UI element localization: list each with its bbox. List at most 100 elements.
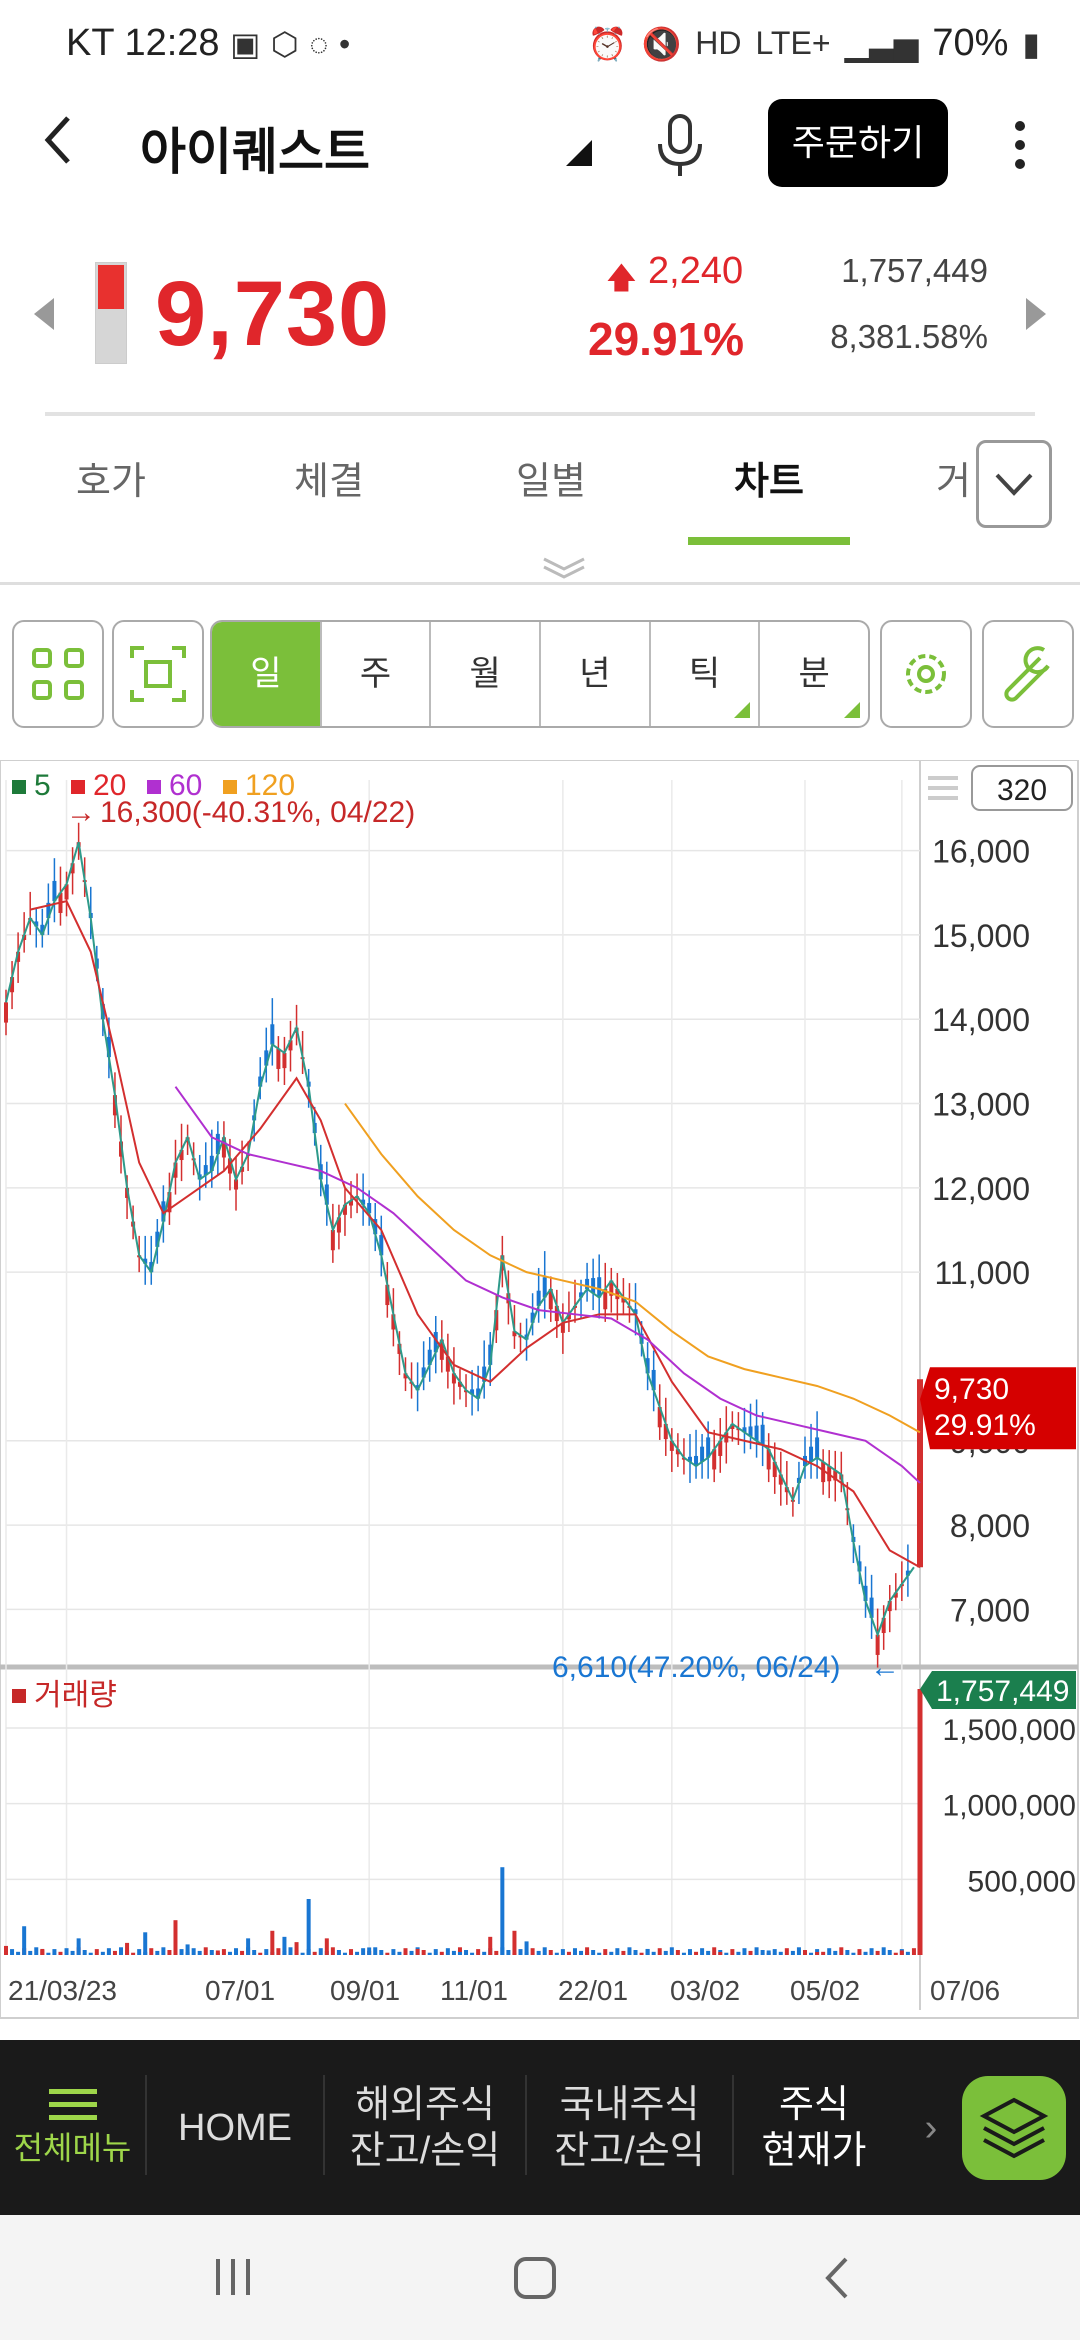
- period-month[interactable]: 월: [431, 622, 542, 726]
- volume-bar: [40, 1948, 45, 1955]
- volume-bar: [609, 1951, 614, 1955]
- candle-body: [566, 1314, 571, 1320]
- mic-button[interactable]: [650, 110, 710, 180]
- nav-domestic-balance[interactable]: 국내주식 잔고/손익: [554, 2083, 705, 2172]
- legend-label: 120: [245, 769, 295, 802]
- x-tick-label: 11/01: [440, 1975, 508, 2006]
- tools-button[interactable]: [982, 620, 1074, 728]
- volume-bar: [645, 1948, 650, 1955]
- candle-body: [718, 1440, 723, 1456]
- volume-bar: [482, 1951, 487, 1955]
- volume-bar: [585, 1947, 590, 1955]
- volume-bar: [518, 1949, 523, 1955]
- volume-bar: [560, 1949, 565, 1955]
- period-minute[interactable]: 분: [760, 622, 868, 726]
- candle-body: [554, 1305, 559, 1322]
- volume-bar: [875, 1950, 880, 1955]
- tab-more-partial[interactable]: 거: [936, 461, 971, 503]
- volume-bar: [675, 1950, 680, 1955]
- more-button[interactable]: [1000, 110, 1040, 180]
- nav-home[interactable]: HOME: [178, 2106, 292, 2149]
- candle-body: [917, 1379, 923, 1568]
- all-menu-button[interactable]: 전체메뉴: [0, 2040, 145, 2215]
- nav-scroll-right-icon[interactable]: ›: [924, 2106, 938, 2149]
- volume-bar: [899, 1950, 904, 1955]
- candle-body: [34, 921, 39, 927]
- high-annotation: 16,300(-40.31%, 04/22): [100, 796, 415, 829]
- stock-chart[interactable]: 16,00015,00014,00013,00012,00011,0009,00…: [0, 760, 1080, 2020]
- hamburger-icon: [48, 2088, 97, 2120]
- home-icon[interactable]: [512, 2255, 558, 2301]
- tab-chart[interactable]: 차트: [734, 461, 804, 503]
- period-tick[interactable]: 틱: [651, 622, 761, 726]
- price-change-pct: 29.91%: [588, 313, 745, 365]
- notification-icon: ◌: [309, 26, 329, 62]
- tab-trades[interactable]: 체결: [294, 461, 364, 503]
- cube-icon: ⬡: [270, 26, 299, 62]
- back-button[interactable]: [40, 110, 100, 180]
- volume-bar: [488, 1936, 493, 1955]
- grid-view-button[interactable]: [12, 620, 104, 728]
- tab-daily[interactable]: 일별: [516, 461, 586, 503]
- back-nav-icon[interactable]: [822, 2255, 852, 2301]
- fullscreen-icon: [130, 646, 186, 702]
- volume-bar: [627, 1947, 632, 1955]
- up-arrow-icon: 🡅: [606, 262, 637, 295]
- volume-bar: [802, 1950, 807, 1955]
- current-pct-label: 29.91%: [934, 1409, 1036, 1442]
- tab-dropdown-button[interactable]: [976, 440, 1052, 528]
- volume-bar: [100, 1951, 105, 1955]
- status-bar: KT 12:28 ▣ ⬡ ◌ • ⏰ 🔇 HD LTE+ ▁▃▅ 70% ▮: [0, 0, 1080, 95]
- volume-bar: [905, 1951, 910, 1955]
- candle-body: [512, 1331, 517, 1337]
- status-right: ⏰ 🔇 HD LTE+ ▁▃▅ 70% ▮: [588, 22, 1040, 65]
- volume-bar: [34, 1947, 39, 1955]
- period-week[interactable]: 주: [322, 622, 432, 726]
- nav-overseas-balance[interactable]: 해외주식 잔고/손익: [349, 2083, 501, 2172]
- volume-bar: [845, 1950, 850, 1955]
- candle-body: [264, 1050, 269, 1066]
- candle-body: [203, 1165, 208, 1176]
- volume-bar: [149, 1948, 154, 1955]
- legend-swatch: [71, 780, 85, 794]
- next-stock-arrow-icon[interactable]: [1026, 298, 1046, 330]
- candle-body: [240, 1166, 245, 1172]
- expand-chevron-icon[interactable]: [540, 555, 588, 579]
- candle-body: [772, 1461, 777, 1478]
- candle-body: [530, 1312, 535, 1323]
- volume-legend-swatch: [12, 1689, 26, 1703]
- stock-dropdown-icon[interactable]: [566, 140, 592, 166]
- candle-body: [391, 1314, 396, 1330]
- chart-settings-button[interactable]: [880, 620, 972, 728]
- volume-bar: [215, 1950, 220, 1955]
- volume-bar: [324, 1938, 329, 1955]
- volume-bar: [657, 1948, 662, 1955]
- fullscreen-button[interactable]: [112, 620, 204, 728]
- layers-fab[interactable]: [962, 2076, 1066, 2180]
- order-button[interactable]: 주문하기: [768, 99, 948, 187]
- volume-bar: [669, 1947, 674, 1955]
- network-label: LTE+: [755, 25, 831, 61]
- volume-bar: [28, 1950, 33, 1955]
- volume-bar: [796, 1947, 801, 1955]
- period-year[interactable]: 년: [541, 622, 651, 726]
- nav-separator: [525, 2075, 527, 2175]
- volume-bar: [240, 1950, 245, 1955]
- nav-stock-price[interactable]: 주식 현재가: [761, 2083, 867, 2172]
- prev-stock-arrow-icon[interactable]: [34, 298, 54, 330]
- candle-body: [742, 1427, 747, 1433]
- period-day[interactable]: 일: [212, 622, 322, 726]
- volume-bar: [827, 1948, 832, 1955]
- recent-apps-icon[interactable]: [210, 2257, 256, 2297]
- price-tick-label: 12,000: [932, 1171, 1030, 1207]
- menu-icon: [928, 776, 958, 780]
- volume-bar: [94, 1949, 99, 1955]
- volume-bar: [778, 1951, 783, 1955]
- x-tick-label: 07/06: [930, 1975, 1000, 2006]
- tab-hoga[interactable]: 호가: [76, 461, 146, 503]
- candle-body: [282, 1052, 287, 1069]
- candle-body: [869, 1597, 874, 1618]
- ma5-line: [5, 841, 915, 1638]
- more-vert-icon: [1015, 121, 1025, 169]
- stock-name[interactable]: 아이퀘스트: [140, 124, 370, 180]
